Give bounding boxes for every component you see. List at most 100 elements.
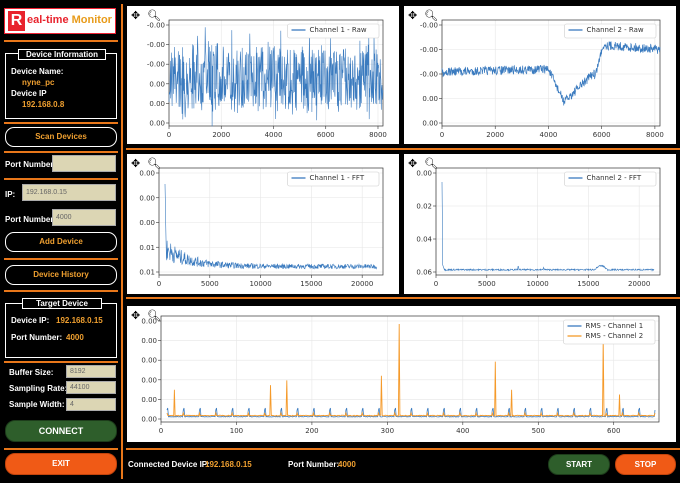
y-tick-label: 0.00 bbox=[141, 376, 157, 384]
row-divider bbox=[126, 297, 680, 299]
magnifier-icon[interactable]: 🔍︎ bbox=[147, 158, 161, 170]
move-icon[interactable]: ✥ bbox=[408, 158, 418, 170]
axes-frame bbox=[168, 19, 384, 127]
sidebar-separator bbox=[121, 4, 123, 479]
rms-plot[interactable]: ✥ 🔍︎ 0 100 200 300 400 500 600 0.00 0.00 0.00 0.00… bbox=[127, 306, 676, 442]
sampling-rate-input[interactable]: 44100 bbox=[66, 381, 116, 394]
y-tick-label: 0.00 bbox=[141, 357, 157, 365]
move-icon[interactable]: ✥ bbox=[131, 158, 141, 170]
x-tick-label: 0 bbox=[167, 131, 171, 139]
channel2-raw-line bbox=[441, 41, 661, 106]
divider bbox=[4, 258, 118, 260]
x-tick-label: 20000 bbox=[351, 280, 373, 288]
channel2-raw-plot[interactable]: ✥ 🔍︎ 0 2000 4000 6000 8000 0.00 0.00 -0.00 -0.00… bbox=[404, 6, 676, 144]
connect-button[interactable]: CONNECT bbox=[5, 420, 117, 442]
y-tick-label: -0.00 bbox=[147, 61, 165, 69]
magnifier-icon[interactable]: 🔍︎ bbox=[147, 310, 161, 322]
move-icon[interactable]: ✥ bbox=[131, 10, 141, 22]
y-tick-label: 0.00 bbox=[141, 416, 157, 424]
divider bbox=[4, 178, 118, 180]
x-tick-label: 6000 bbox=[593, 131, 611, 139]
legend-box bbox=[563, 319, 656, 345]
legend-label: RMS - Channel 1 bbox=[586, 322, 644, 330]
y-tick-label: 0.00 bbox=[141, 396, 157, 404]
exit-button[interactable]: EXIT bbox=[5, 453, 117, 475]
x-tick-label: 15000 bbox=[577, 280, 599, 288]
magnifier-icon[interactable]: 🔍︎ bbox=[424, 158, 438, 170]
target-device-title: Target Device bbox=[22, 298, 102, 309]
y-tick-label: 0.00 bbox=[149, 80, 165, 88]
y-tick-label: 0.00 bbox=[139, 170, 155, 178]
y-tick-label: 0.00 bbox=[141, 318, 157, 326]
y-tick-label: 0.00 bbox=[416, 170, 432, 178]
channel1-fft-plot[interactable]: ✥ 🔍︎ 0 5000 10000 15000 20000 0.01 0.01 0.00 0.0… bbox=[127, 154, 399, 294]
ip-input[interactable]: 192.168.0.15 bbox=[22, 184, 116, 201]
port-label-2: Port Number bbox=[5, 215, 54, 224]
y-tick-label: -0.00 bbox=[420, 71, 438, 79]
x-tick-label: 8000 bbox=[369, 131, 387, 139]
target-ip-value: 192.168.0.15 bbox=[56, 316, 103, 325]
device-history-button[interactable]: Device History bbox=[5, 265, 117, 285]
port-input[interactable] bbox=[52, 155, 116, 172]
channel1-raw-chart: 0 2000 4000 6000 8000 0.00 0.00 0.00 -0.00 -0.00 -… bbox=[147, 19, 387, 139]
magnifier-icon[interactable]: 🔍︎ bbox=[147, 10, 161, 22]
sample-width-input[interactable]: 4 bbox=[66, 398, 116, 411]
app-logo: R eal-time Monitor bbox=[4, 8, 116, 34]
x-tick-label: 100 bbox=[230, 427, 243, 435]
x-tick-label: 0 bbox=[159, 427, 163, 435]
y-tick-label: 0.00 bbox=[141, 337, 157, 345]
x-tick-label: 2000 bbox=[212, 131, 230, 139]
x-tick-label: 0 bbox=[434, 280, 438, 288]
y-tick-label: 0.00 bbox=[139, 194, 155, 202]
x-tick-label: 2000 bbox=[486, 131, 504, 139]
connected-ip-label: Connected Device IP: bbox=[128, 460, 210, 469]
legend-box bbox=[287, 171, 380, 187]
y-tick-label: -0.00 bbox=[147, 41, 165, 49]
x-tick-label: 500 bbox=[532, 427, 545, 435]
device-info-title: Device Information bbox=[18, 49, 106, 60]
start-button[interactable]: START bbox=[548, 454, 610, 475]
x-tick-label: 10000 bbox=[526, 280, 548, 288]
y-tick-label: 0.01 bbox=[139, 244, 155, 252]
legend-label: Channel 2 - Raw bbox=[587, 26, 644, 34]
legend-label: Channel 1 - Raw bbox=[310, 26, 367, 34]
x-tick-label: 0 bbox=[157, 280, 161, 288]
x-tick-label: 15000 bbox=[300, 280, 322, 288]
move-icon[interactable]: ✥ bbox=[408, 10, 418, 22]
y-tick-label: 0.01 bbox=[139, 269, 155, 277]
x-tick-label: 5000 bbox=[478, 280, 496, 288]
logo-letter: R bbox=[8, 11, 25, 31]
sampling-rate-label: Sampling Rate: bbox=[9, 384, 68, 393]
x-tick-label: 4000 bbox=[540, 131, 558, 139]
move-icon[interactable]: ✥ bbox=[131, 310, 141, 322]
scan-devices-button[interactable]: Scan Devices bbox=[5, 127, 117, 147]
magnifier-icon[interactable]: 🔍︎ bbox=[424, 10, 438, 22]
stop-button[interactable]: STOP bbox=[615, 454, 676, 475]
x-tick-label: 8000 bbox=[646, 131, 664, 139]
buffer-size-label: Buffer Size: bbox=[9, 368, 54, 377]
y-tick-label: 0.00 bbox=[149, 100, 165, 108]
divider bbox=[4, 40, 118, 42]
axes-frame bbox=[435, 167, 661, 276]
row-divider bbox=[126, 148, 680, 150]
divider bbox=[4, 290, 118, 292]
channel2-fft-plot[interactable]: ✥ 🔍︎ 0 5000 10000 15000 20000 0.06 0.04 0.02 0.0… bbox=[404, 154, 676, 294]
rms-channel1-line bbox=[166, 407, 656, 418]
buffer-size-input[interactable]: 8192 bbox=[66, 365, 116, 378]
axes-frame bbox=[158, 167, 384, 276]
channel1-raw-plot[interactable]: ✥ 🔍︎ 0 2000 4000 6000 8000 0.00 0.00 0.00 -0.00 -… bbox=[127, 6, 399, 144]
y-tick-label: 0.00 bbox=[422, 120, 438, 128]
divider bbox=[4, 448, 118, 450]
y-tick-label: 0.04 bbox=[416, 236, 432, 244]
device-name-value: nyne_pc bbox=[22, 78, 55, 87]
x-tick-label: 300 bbox=[381, 427, 394, 435]
add-device-button[interactable]: Add Device bbox=[5, 232, 117, 252]
y-tick-label: -0.00 bbox=[147, 22, 165, 30]
x-tick-label: 20000 bbox=[628, 280, 650, 288]
y-tick-label: 0.00 bbox=[139, 219, 155, 227]
divider bbox=[4, 122, 118, 124]
port-input-2[interactable]: 4000 bbox=[52, 209, 116, 226]
y-tick-label: -0.00 bbox=[420, 46, 438, 54]
x-tick-label: 5000 bbox=[201, 280, 219, 288]
status-port-value: 4000 bbox=[338, 460, 356, 469]
